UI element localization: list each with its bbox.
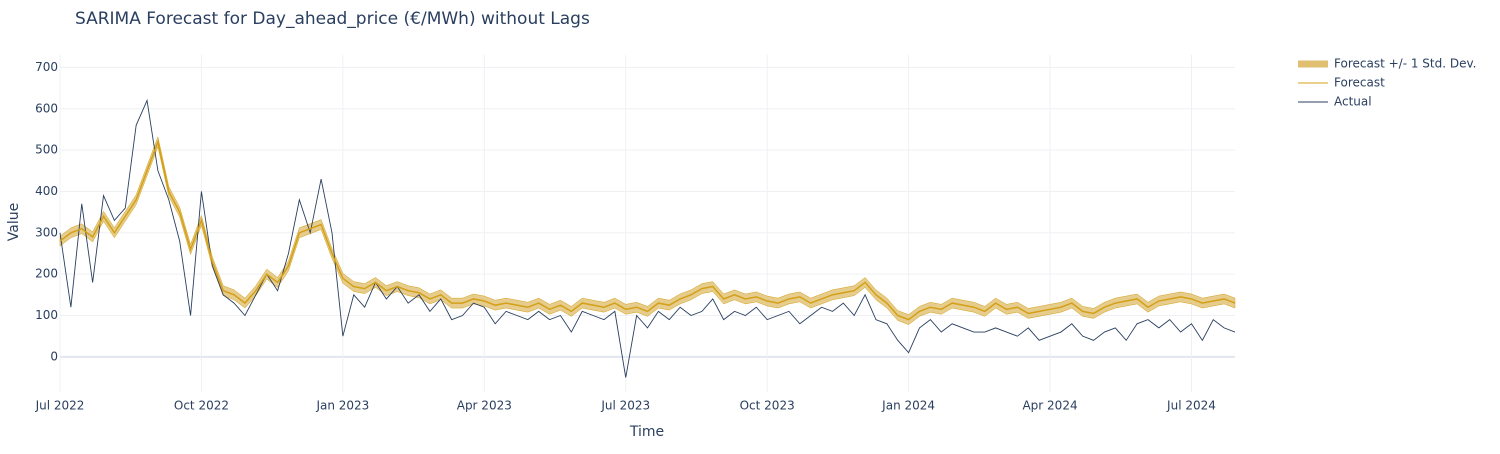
x-tick-label: Jan 2023: [315, 399, 369, 413]
series-line: [59, 139, 1236, 321]
x-tick-label: Apr 2023: [457, 399, 512, 413]
series-line: [59, 98, 1236, 378]
x-axis-title: Time: [629, 424, 664, 440]
chart-title: SARIMA Forecast for Day_ahead_price (€/M…: [75, 9, 590, 29]
y-axis-title: Value: [6, 203, 22, 241]
x-tick-label: Jul 2022: [35, 399, 85, 413]
legend-label: Actual: [1334, 95, 1372, 109]
y-tick-label: 700: [35, 60, 58, 74]
y-tick-label: 400: [35, 184, 58, 198]
x-tick-label: Jul 2024: [1166, 399, 1216, 413]
x-tick-label: Oct 2023: [740, 399, 795, 413]
x-tick-label: Jul 2023: [600, 399, 650, 413]
y-tick-label: 0: [50, 349, 58, 363]
legend-label: Forecast: [1334, 76, 1385, 90]
x-tick-label: Apr 2024: [1022, 399, 1077, 413]
y-tick-label: 200: [35, 267, 58, 281]
y-tick-label: 100: [35, 308, 58, 322]
legend-label: Forecast +/- 1 Std. Dev.: [1334, 57, 1476, 71]
y-tick-label: 300: [35, 225, 58, 239]
forecast-band: [59, 135, 1236, 325]
x-tick-label: Oct 2022: [174, 399, 229, 413]
y-tick-label: 500: [35, 143, 58, 157]
y-tick-label: 600: [35, 101, 58, 115]
x-tick-label: Jan 2024: [881, 399, 935, 413]
